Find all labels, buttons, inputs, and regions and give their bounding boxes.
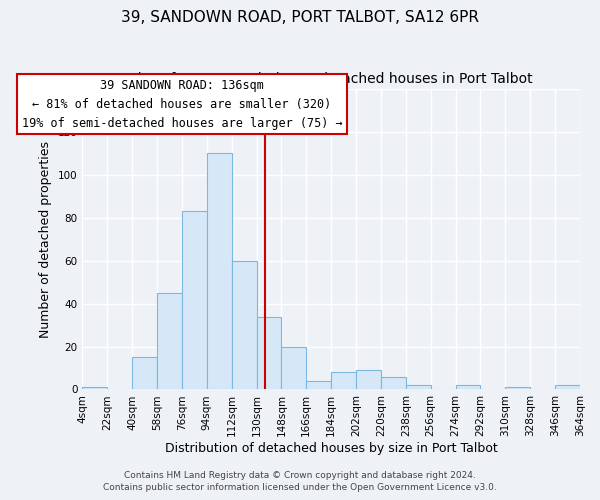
Bar <box>82 388 107 390</box>
Bar <box>331 372 356 390</box>
Bar <box>182 212 207 390</box>
Bar <box>281 346 306 390</box>
Bar <box>455 385 481 390</box>
Bar <box>505 388 530 390</box>
Text: 39, SANDOWN ROAD, PORT TALBOT, SA12 6PR: 39, SANDOWN ROAD, PORT TALBOT, SA12 6PR <box>121 10 479 25</box>
Bar <box>132 358 157 390</box>
Text: 39 SANDOWN ROAD: 136sqm
← 81% of detached houses are smaller (320)
19% of semi-d: 39 SANDOWN ROAD: 136sqm ← 81% of detache… <box>22 78 342 130</box>
Bar <box>381 376 406 390</box>
Bar <box>555 385 580 390</box>
X-axis label: Distribution of detached houses by size in Port Talbot: Distribution of detached houses by size … <box>165 442 497 455</box>
Bar <box>406 385 431 390</box>
Bar <box>207 154 232 390</box>
Bar <box>232 260 257 390</box>
Y-axis label: Number of detached properties: Number of detached properties <box>39 141 52 338</box>
Bar <box>356 370 381 390</box>
Bar <box>306 381 331 390</box>
Title: Size of property relative to detached houses in Port Talbot: Size of property relative to detached ho… <box>130 72 533 86</box>
Bar <box>257 316 281 390</box>
Bar <box>157 293 182 390</box>
Text: Contains HM Land Registry data © Crown copyright and database right 2024.
Contai: Contains HM Land Registry data © Crown c… <box>103 471 497 492</box>
